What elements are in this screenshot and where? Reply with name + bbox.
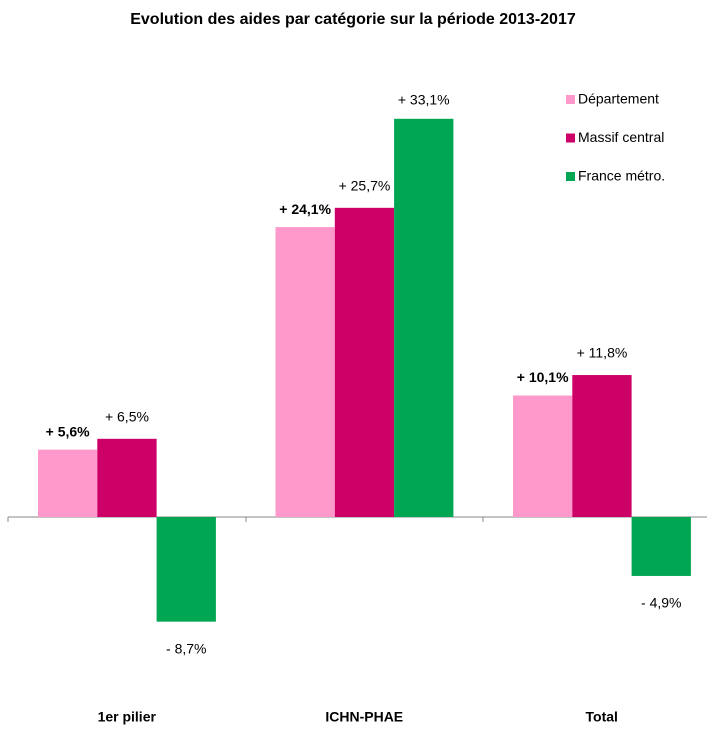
bar <box>631 517 691 576</box>
value-label: + 25,7% <box>339 178 391 194</box>
legend-swatch <box>566 95 575 104</box>
bar <box>572 375 632 517</box>
legend-swatch <box>566 133 575 143</box>
value-label: - 8,7% <box>166 640 206 656</box>
x-tick-label: ICHN-PHAE <box>325 709 403 725</box>
bar <box>97 438 157 517</box>
legend-label: France métro. <box>578 168 665 184</box>
bar <box>275 227 335 517</box>
x-tick-label: Total <box>586 709 618 725</box>
legend-swatch <box>566 172 575 181</box>
chart-title: Evolution des aides par catégorie sur la… <box>130 11 576 28</box>
value-label: + 5,6% <box>46 423 91 439</box>
bar <box>334 207 395 518</box>
x-tick-label: 1er pilier <box>98 709 157 725</box>
bar <box>394 118 454 517</box>
legend-label: Département <box>578 91 659 107</box>
value-label: + 24,1% <box>279 201 331 217</box>
bar <box>513 395 573 517</box>
value-label: + 33,1% <box>398 92 450 108</box>
legend-label: Massif central <box>578 129 664 145</box>
value-label: - 4,9% <box>641 595 681 611</box>
value-label: + 10,1% <box>517 369 569 385</box>
bar <box>38 449 98 517</box>
value-label: + 6,5% <box>105 409 149 425</box>
value-label: + 11,8% <box>577 345 628 361</box>
bar <box>156 517 216 622</box>
